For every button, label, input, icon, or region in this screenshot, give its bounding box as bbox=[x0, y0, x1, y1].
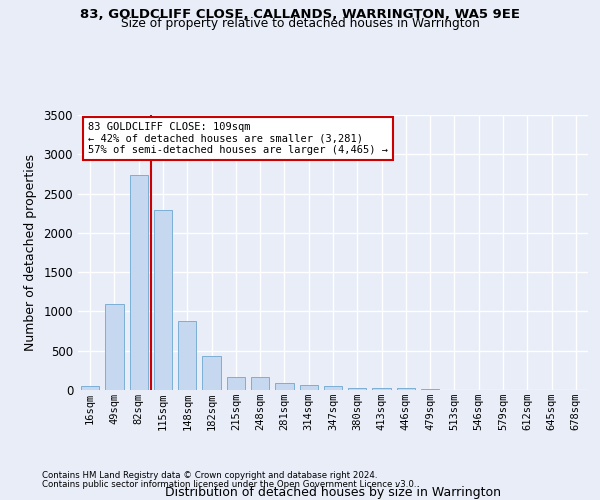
Bar bbox=[178, 321, 196, 390]
Text: Contains public sector information licensed under the Open Government Licence v3: Contains public sector information licen… bbox=[42, 480, 416, 489]
Bar bbox=[299, 386, 318, 390]
Bar bbox=[324, 386, 342, 390]
Text: Size of property relative to detached houses in Warrington: Size of property relative to detached ho… bbox=[121, 18, 479, 30]
X-axis label: Distribution of detached houses by size in Warrington: Distribution of detached houses by size … bbox=[165, 486, 501, 499]
Bar bbox=[251, 377, 269, 390]
Text: Contains HM Land Registry data © Crown copyright and database right 2024.: Contains HM Land Registry data © Crown c… bbox=[42, 471, 377, 480]
Bar bbox=[275, 383, 293, 390]
Bar bbox=[154, 210, 172, 390]
Bar bbox=[130, 176, 148, 390]
Bar bbox=[227, 376, 245, 390]
Text: 83 GOLDCLIFF CLOSE: 109sqm
← 42% of detached houses are smaller (3,281)
57% of s: 83 GOLDCLIFF CLOSE: 109sqm ← 42% of deta… bbox=[88, 122, 388, 155]
Text: 83, GOLDCLIFF CLOSE, CALLANDS, WARRINGTON, WA5 9EE: 83, GOLDCLIFF CLOSE, CALLANDS, WARRINGTO… bbox=[80, 8, 520, 20]
Bar bbox=[202, 356, 221, 390]
Bar bbox=[348, 388, 367, 390]
Bar bbox=[106, 304, 124, 390]
Bar bbox=[421, 389, 439, 390]
Bar bbox=[373, 388, 391, 390]
Bar bbox=[81, 386, 99, 390]
Bar bbox=[397, 388, 415, 390]
Y-axis label: Number of detached properties: Number of detached properties bbox=[23, 154, 37, 351]
